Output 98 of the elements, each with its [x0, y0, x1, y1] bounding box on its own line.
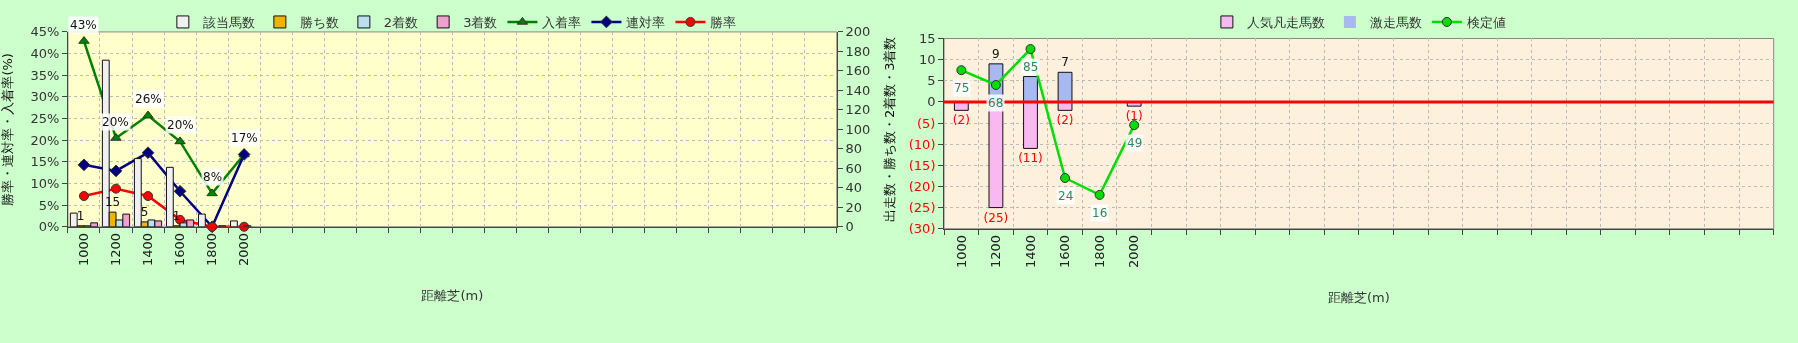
y-tick-label: 15 [918, 31, 936, 47]
point [111, 183, 121, 194]
y-tick-label: 40% [30, 46, 60, 62]
y-tick-label: 25% [30, 111, 60, 127]
legend-label: 激走馬数 [1369, 15, 1422, 31]
y-tick-label: 0% [38, 219, 60, 235]
y-axis-title: 勝率・連対率・入着率(%) [0, 53, 15, 206]
y2-tick-label: 200 [845, 24, 871, 40]
point [1060, 173, 1071, 183]
data-label: 17% [231, 131, 258, 145]
data-label: 9 [992, 46, 1000, 61]
data-label: 85 [1023, 60, 1039, 74]
point [174, 136, 186, 145]
y-tick-label: (20) [908, 179, 936, 194]
legend-label: 検定値 [1466, 15, 1506, 31]
data-label: 75 [954, 81, 970, 95]
y2-tick-label: 180 [845, 43, 871, 59]
point [173, 184, 187, 198]
x-tick-label: 1200 [108, 232, 124, 267]
y-tick-label: 10% [30, 176, 60, 192]
x-tick-label: 1200 [988, 234, 1004, 269]
data-label: 20% [102, 115, 129, 129]
y-tick-label: 5 [927, 73, 936, 89]
x-tick-label: 2000 [1126, 234, 1142, 269]
bar [197, 213, 206, 227]
point [142, 110, 154, 119]
data-label: 16 [1092, 206, 1108, 220]
point [1094, 189, 1105, 200]
y-tick-label: 10 [918, 52, 936, 68]
bar [1057, 71, 1073, 103]
y2-axis-title: 出走数・勝ち数・2着数・3着数 [881, 36, 897, 223]
x-tick-label: 1400 [140, 232, 156, 267]
y2-tick-label: 120 [845, 102, 871, 118]
legend-label: 該当馬数 [202, 15, 255, 31]
y-tick-label: 20% [30, 132, 60, 148]
y2-tick-label: 140 [845, 82, 871, 98]
legend-label: 勝率 [710, 15, 737, 31]
data-label: (11) [1018, 151, 1043, 166]
data-label: 1 [76, 208, 85, 223]
data-label: 26% [135, 92, 162, 106]
legend-label: 連対率 [626, 15, 666, 31]
y2-tick-label: 80 [845, 141, 862, 157]
point [1025, 44, 1036, 55]
y2-tick-label: 60 [845, 160, 862, 176]
point [109, 164, 123, 178]
data-label: (2) [952, 113, 970, 128]
point [141, 146, 155, 160]
data-label: 24 [1058, 189, 1074, 203]
y-tick-label: 5% [38, 197, 60, 213]
y-tick-label: 30% [30, 89, 60, 105]
y-tick-label: 15% [30, 154, 60, 170]
y2-tick-label: 40 [845, 180, 862, 196]
legend-label: 3着数 [463, 15, 498, 31]
y-tick-label: 0 [927, 94, 936, 110]
point [956, 65, 967, 76]
data-label: (25) [983, 210, 1009, 225]
data-label: 20% [167, 118, 194, 132]
point [143, 191, 154, 202]
bar [1023, 76, 1038, 103]
x-tick-label: 1800 [1091, 234, 1107, 269]
data-label: (1) [1125, 109, 1143, 124]
legend-label: 人気凡走馬数 [1246, 15, 1325, 31]
x-tick-label: 1000 [953, 234, 969, 269]
y2-tick-label: 0 [845, 219, 854, 235]
data-label: 68 [988, 96, 1004, 110]
point [77, 158, 91, 172]
data-label: (2) [1056, 113, 1074, 128]
data-label: 8% [203, 170, 223, 184]
y-tick-label: (5) [917, 115, 936, 131]
point [78, 191, 89, 202]
data-label: 1 [172, 208, 181, 223]
y2-tick-label: 20 [845, 199, 862, 215]
legend-label: 2着数 [383, 15, 419, 31]
data-label: 43% [70, 18, 97, 32]
x-tick-label: 1800 [204, 232, 220, 267]
legend-label: 入着率 [542, 15, 582, 31]
point [206, 188, 218, 197]
data-label: 7 [1061, 55, 1069, 70]
point [1129, 120, 1140, 131]
x-axis-title: 距離芝(m) [1327, 289, 1390, 305]
bar [1023, 101, 1038, 149]
legend-label: 勝ち数 [299, 15, 339, 31]
y-tick-label: (15) [908, 157, 936, 173]
y-tick-label: (30) [908, 221, 936, 237]
y-tick-label: (25) [908, 200, 936, 216]
x-tick-label: 1000 [76, 232, 92, 267]
data-label: 49 [1127, 136, 1143, 150]
y-tick-label: 45% [30, 24, 60, 40]
x-axis-title: 距離芝(m) [421, 287, 484, 303]
x-tick-label: 1400 [1022, 234, 1038, 269]
x-tick-label: 2000 [236, 232, 252, 267]
x-tick-label: 1600 [172, 232, 188, 267]
x-tick-label: 1600 [1057, 234, 1073, 269]
y2-tick-label: 100 [845, 121, 871, 137]
y-tick-label: (10) [908, 136, 936, 152]
bar [230, 220, 238, 227]
y2-tick-label: 160 [845, 63, 871, 79]
y-tick-label: 35% [30, 67, 60, 83]
